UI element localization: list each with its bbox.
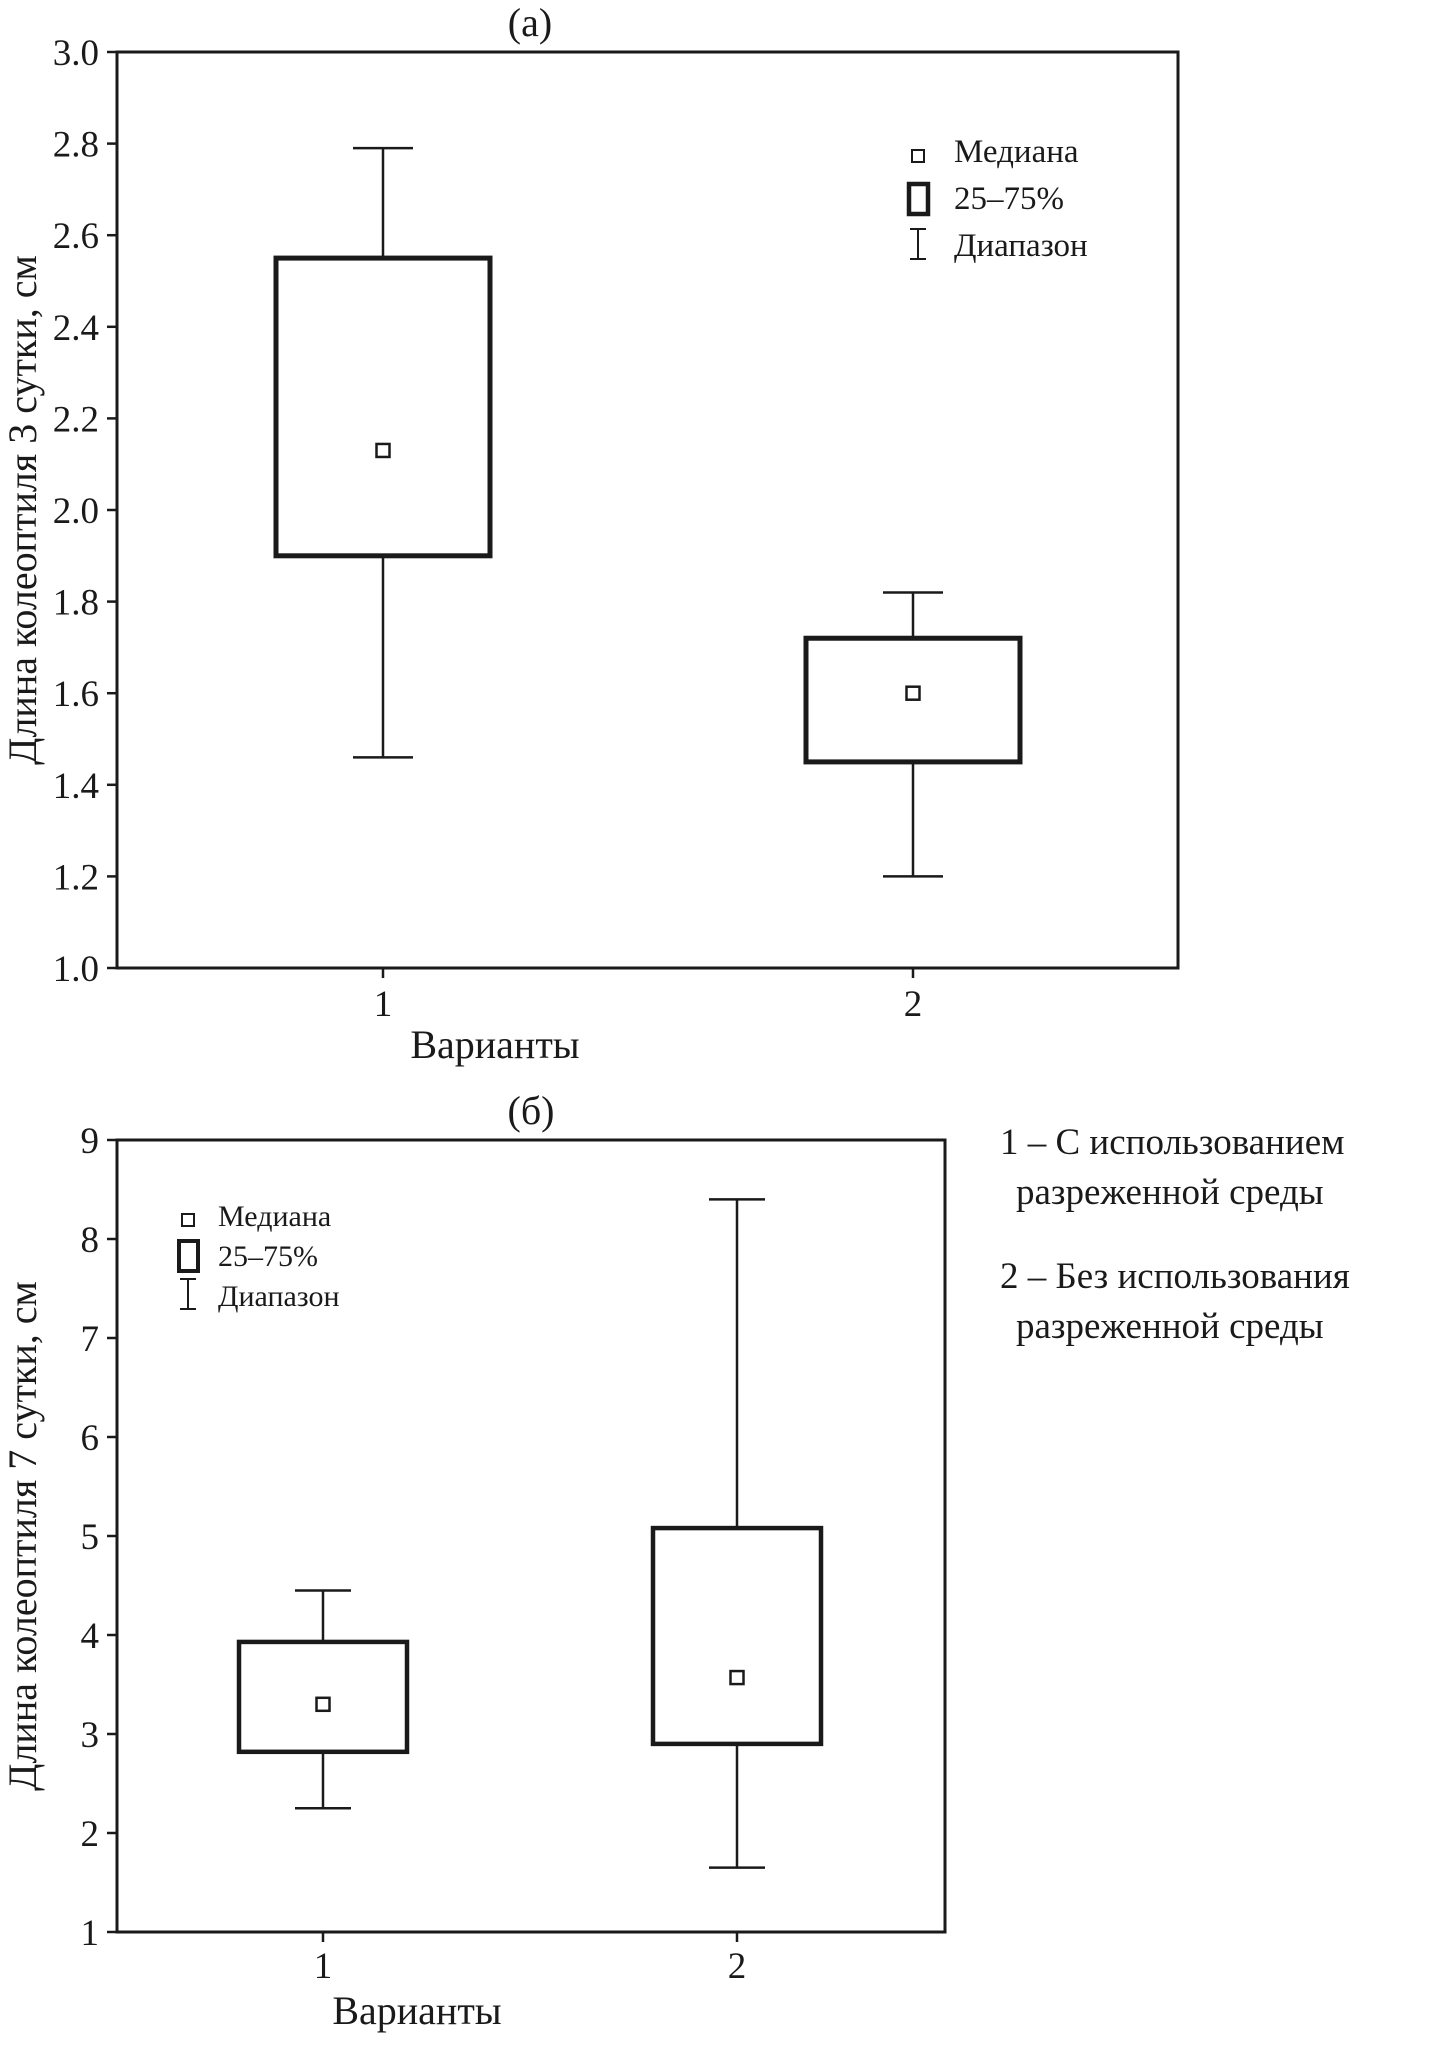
legend-label: 25–75% xyxy=(218,1240,318,1273)
box-group xyxy=(803,591,1023,878)
y-tick-label: 1.2 xyxy=(53,857,99,898)
legend-label: Диапазон xyxy=(954,228,1088,264)
variant-legend: 1 – С использованием разреженной среды 2… xyxy=(1000,1118,1435,1386)
legend-item: Диапазон xyxy=(910,228,1088,264)
y-tick-label: 1.0 xyxy=(53,949,99,990)
legend-median-icon xyxy=(181,1213,195,1227)
median-marker xyxy=(375,442,391,459)
boxplot-panel-a: (а) 1.0 1.2 1.4 1.6 1.8 2.0 2.2 2.4 2.6 2.8 3.0 1 2 Ва… xyxy=(0,0,1180,1067)
legend-median-icon xyxy=(911,149,925,163)
y-tick-label: 2.4 xyxy=(53,308,99,349)
box-group xyxy=(273,146,493,759)
y-tick-label: 3.0 xyxy=(53,33,99,74)
legend-item: Медиана xyxy=(181,1200,331,1233)
median-marker xyxy=(315,1696,331,1713)
variant-1-note: 1 – С использованием разреженной среды xyxy=(1000,1118,1435,1218)
y-tick-label: 7 xyxy=(81,1319,100,1360)
y-tick-label: 6 xyxy=(81,1418,100,1459)
y-tick-label: 2.6 xyxy=(53,216,99,257)
y-tick-label: 1 xyxy=(81,1913,100,1954)
panel-title: (б) xyxy=(508,1090,555,1133)
x-axis-label: Варианты xyxy=(332,1988,501,2033)
x-tick-label: 2 xyxy=(904,984,923,1025)
y-tick-label: 2.2 xyxy=(53,399,99,440)
box-group xyxy=(236,1589,410,1810)
panel-title: (а) xyxy=(508,0,552,45)
variant-1-line2: разреженной среды xyxy=(1016,1172,1324,1213)
y-tick-label: 8 xyxy=(81,1220,100,1261)
legend-label: Диапазон xyxy=(218,1280,340,1313)
variant-2-line1: 2 – Без использования xyxy=(1000,1256,1350,1297)
y-tick-label: 2.0 xyxy=(53,491,99,532)
y-tick-label: 4 xyxy=(81,1616,100,1657)
boxplot-panel-b: (б) 1 2 3 4 5 6 7 8 9 1 2 Варианты Длина колеоптиля 7… xyxy=(0,1090,947,2033)
legend-label: 25–75% xyxy=(954,181,1064,217)
variant-2-line2: разреженной среды xyxy=(1016,1306,1324,1347)
median-marker xyxy=(729,1669,745,1686)
median-marker xyxy=(905,685,921,701)
legend-item: Диапазон xyxy=(180,1278,340,1313)
y-tick-label: 5 xyxy=(81,1517,100,1558)
y-tick-label: 2 xyxy=(81,1814,100,1855)
y-tick-label: 2.8 xyxy=(53,125,99,166)
y-tick-label: 1.6 xyxy=(53,674,99,715)
legend-item: 25–75% xyxy=(906,181,1064,217)
legend-box-icon xyxy=(177,1239,200,1273)
y-tick-label: 1.8 xyxy=(53,583,99,624)
y-axis-label: Длина колеоптиля 3 сутки, см xyxy=(0,255,45,765)
x-tick-label: 2 xyxy=(728,1946,747,1987)
legend-label: Медиана xyxy=(218,1200,331,1233)
legend-label: Медиана xyxy=(954,134,1079,170)
x-axis-label: Варианты xyxy=(410,1022,579,1067)
y-tick-label: 9 xyxy=(81,1121,100,1162)
legend-box-icon xyxy=(906,181,931,217)
variant-2-note: 2 – Без использования разреженной среды xyxy=(1000,1252,1435,1352)
iqr-box xyxy=(650,1525,824,1747)
box-group xyxy=(650,1198,824,1869)
y-tick-label: 3 xyxy=(81,1715,100,1756)
iqr-box xyxy=(273,255,493,559)
variant-1-line1: 1 – С использованием xyxy=(1000,1122,1345,1163)
x-tick-label: 1 xyxy=(314,1946,333,1987)
y-tick-label: 1.4 xyxy=(53,766,99,807)
y-axis-label: Длина колеоптиля 7 сутки, см xyxy=(0,1281,45,1791)
x-tick-label: 1 xyxy=(374,984,393,1025)
legend-item: Медиана xyxy=(911,134,1079,170)
legend-item: 25–75% xyxy=(177,1239,318,1273)
